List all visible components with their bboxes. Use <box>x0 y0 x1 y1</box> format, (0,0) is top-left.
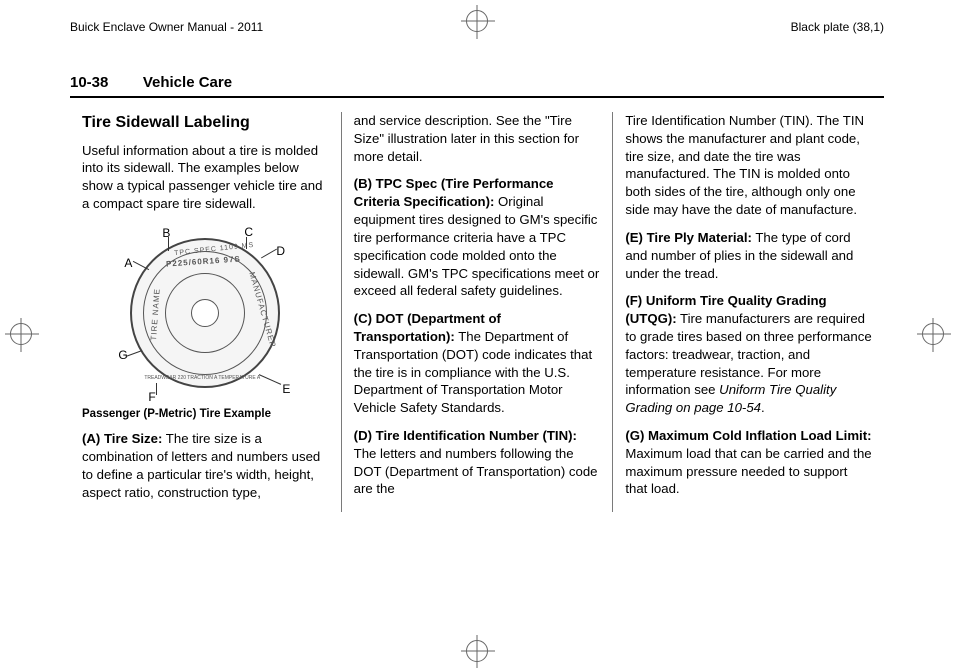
text-f-b: . <box>761 400 765 415</box>
column-2: and service description. See the "Tire S… <box>342 112 614 512</box>
para-a: (A) Tire Size: The tire size is a combin… <box>82 430 329 501</box>
tire-diagram: TPC SPEC 1109 MS P225/60R16 97S TIRE NAM… <box>100 223 310 403</box>
text-d: The letters and numbers following the DO… <box>354 446 598 497</box>
subheading: Tire Sidewall Labeling <box>82 112 329 134</box>
figure-caption: Passenger (P-Metric) Tire Example <box>82 407 329 423</box>
para-f: (F) Uniform Tire Quality Grading (UTQG):… <box>625 292 872 417</box>
leader-f <box>156 383 157 395</box>
leader-g <box>127 350 142 356</box>
leader-b <box>168 237 169 251</box>
crop-mark-left <box>10 323 32 345</box>
leader-d <box>261 248 277 258</box>
content-columns: Tire Sidewall Labeling Useful informatio… <box>70 112 884 512</box>
section-title: Vehicle Care <box>143 74 232 91</box>
leader-e <box>259 374 281 385</box>
callout-f: F <box>148 389 155 405</box>
crop-mark-top <box>466 10 488 32</box>
text-g: Maximum load that can be carried and the… <box>625 446 871 497</box>
crop-mark-bottom <box>466 640 488 662</box>
label-a: (A) Tire Size: <box>82 431 162 446</box>
plate-info: Black plate (38,1) <box>791 20 884 34</box>
para-e: (E) Tire Ply Material: The type of cord … <box>625 229 872 282</box>
tire-bottom-arc: TREADWEAR 220 TRACTION A TEMPERATURE A <box>144 375 260 382</box>
tire-hub <box>191 299 219 327</box>
callout-a: A <box>124 255 132 271</box>
manual-title: Buick Enclave Owner Manual - 2011 <box>70 20 263 34</box>
para-b: (B) TPC Spec (Tire Performance Criteria … <box>354 175 601 300</box>
para-g: (G) Maximum Cold Inflation Load Limit: M… <box>625 427 872 498</box>
label-e: (E) Tire Ply Material: <box>625 230 752 245</box>
text-b: Original equipment tires designed to GM'… <box>354 194 600 298</box>
para-c: (C) DOT (Department of Transportation): … <box>354 310 601 417</box>
intro-para: Useful information about a tire is molde… <box>82 142 329 213</box>
label-g: (G) Maximum Cold Inflation Load Limit: <box>625 428 871 443</box>
leader-c <box>246 237 247 249</box>
callout-d: D <box>276 243 285 259</box>
crop-mark-right <box>922 323 944 345</box>
column-3: Tire Identification Number (TIN). The TI… <box>613 112 884 512</box>
column-1: Tire Sidewall Labeling Useful informatio… <box>70 112 342 512</box>
para-cont2: Tire Identification Number (TIN). The TI… <box>625 112 872 219</box>
page-number: 10-38 <box>70 74 108 91</box>
page-header: 10-38 Vehicle Care <box>70 74 884 98</box>
label-d: (D) Tire Identification Number (TIN): <box>354 428 577 443</box>
para-d: (D) Tire Identification Number (TIN): Th… <box>354 427 601 498</box>
para-cont1: and service description. See the "Tire S… <box>354 112 601 165</box>
callout-e: E <box>282 381 290 397</box>
manual-page: Buick Enclave Owner Manual - 2011 Black … <box>0 0 954 668</box>
